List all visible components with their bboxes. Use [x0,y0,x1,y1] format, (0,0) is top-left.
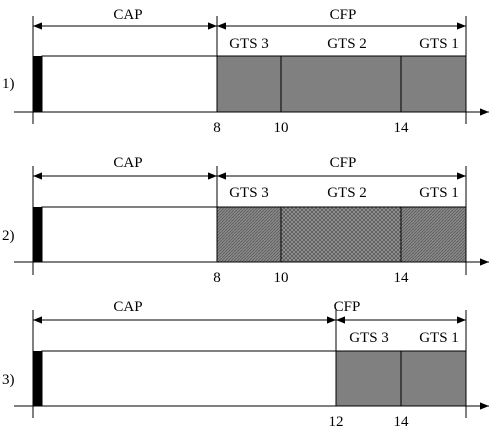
cap-label: CAP [113,299,142,315]
tick-label: 10 [274,270,289,286]
beacon-block [33,56,42,112]
gts-slot [400,206,467,263]
gts-label: GTS 1 [419,330,459,346]
cap-frame [41,55,218,113]
tick-label: 8 [213,120,221,136]
cfp-label: CFP [330,7,357,23]
tick-label: 10 [274,120,289,136]
tick-label: 14 [394,270,410,286]
tick-label: 8 [213,270,221,286]
panel-2: 2) CAP CFP GTS 3 GTS 2 GTS 1 8 10 14 [2,155,489,286]
gts-slot [400,55,467,113]
cfp-label: CFP [334,299,361,315]
gts-label: GTS 3 [349,330,389,346]
gts-label: GTS 2 [327,36,367,52]
cap-frame [41,350,337,407]
gts-label: GTS 1 [419,36,459,52]
row-label: 2) [2,228,15,244]
cap-frame [41,206,218,263]
beacon-block [33,207,42,262]
gts-slot [280,206,402,263]
gts-label: GTS 3 [229,36,269,52]
cap-label: CAP [113,7,142,23]
gts-slot [216,55,282,113]
row-label: 3) [2,372,15,388]
gts-slot [280,55,402,113]
tick-label: 14 [394,414,410,430]
panel-3: 3) CAP CFP GTS 3 GTS 1 12 14 [2,299,489,430]
gts-slot [216,206,282,263]
gts-slot [400,350,467,407]
panel-1: 1) CAP CFP GTS 3 GTS 2 GTS 1 8 10 14 [2,7,489,136]
gts-slot [335,350,402,407]
gts-label: GTS 3 [229,185,269,201]
row-label: 1) [2,76,15,92]
gts-label: GTS 2 [327,185,367,201]
cfp-label: CFP [330,155,357,171]
tick-label: 12 [329,414,344,430]
cap-label: CAP [113,155,142,171]
beacon-block [33,351,42,406]
gts-label: GTS 1 [419,185,459,201]
tick-label: 14 [394,120,410,136]
